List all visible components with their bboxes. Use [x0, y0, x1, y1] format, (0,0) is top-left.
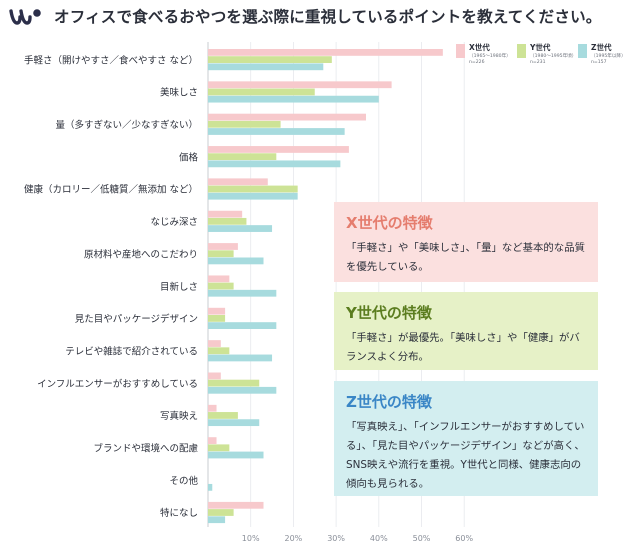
- bar-z-gen: [208, 289, 277, 297]
- bar-x-gen: [208, 243, 238, 250]
- bar-z-gen: [208, 451, 264, 459]
- legend-label: Z世代: [591, 42, 612, 52]
- legend-sample-size: n=226: [469, 59, 485, 65]
- category-label: 量（多すぎない／少なすぎない）: [55, 119, 198, 131]
- bar-z-gen: [208, 63, 324, 71]
- legend-swatch-y: [517, 44, 526, 58]
- title-bar: オフィスで食べるおやつを選ぶ際に重視しているポイントを教えてください。: [0, 0, 640, 34]
- bar-x-gen: [208, 49, 443, 56]
- bar-y-gen: [208, 56, 332, 63]
- bar-z-gen: [208, 192, 298, 200]
- bar-x-gen: [208, 275, 230, 283]
- legend-sample-size: n=157: [591, 59, 607, 65]
- legend-sublabel: （1980〜1995年頃）: [530, 52, 576, 59]
- bar-x-gen: [208, 210, 243, 218]
- bar-y-gen: [208, 217, 247, 225]
- y-gen-card-body: 「手軽さ」が最優先。「美味しさ」や「健康」がバランスよく分布。: [346, 332, 580, 363]
- category-label: 特になし: [160, 507, 198, 519]
- category-label: なじみ深さ: [150, 217, 198, 228]
- bar-z-gen: [208, 322, 277, 329]
- bar-x-gen: [208, 178, 268, 186]
- bar-x-gen: [208, 372, 221, 380]
- category-label: その他: [169, 475, 198, 487]
- x-gen-card: X世代の特徴 「手軽さ」や「美味しさ」、「量」など基本的な品質を優先している。: [334, 202, 598, 282]
- bar-y-gen: [208, 153, 277, 161]
- bar-y-gen: [208, 509, 234, 516]
- z-gen-card: Z世代の特徴 「写真映え」、「インフルエンサーがおすすめしている」、「見た目やパ…: [334, 381, 598, 496]
- x-tick-label: 50%: [413, 534, 431, 543]
- bar-z-gen: [208, 516, 226, 524]
- x-tick-label: 30%: [327, 534, 345, 543]
- bar-y-gen: [208, 185, 298, 193]
- category-label: インフルエンサーがおすすめしている: [37, 378, 198, 390]
- bar-z-gen: [208, 160, 341, 168]
- x-tick-label: 10%: [242, 534, 260, 543]
- bar-z-gen: [208, 128, 345, 135]
- category-label: テレビや雑誌で紹介されている: [65, 345, 198, 357]
- legend-sublabel: （1995年以降）: [591, 52, 626, 59]
- legend-sample-size: n=231: [530, 59, 546, 65]
- category-label: ブランドや環境への配慮: [93, 443, 198, 455]
- bar-y-gen: [208, 412, 238, 419]
- page-title: オフィスで食べるおやつを選ぶ際に重視しているポイントを教えてください。: [54, 8, 602, 26]
- bar-y-gen: [208, 379, 260, 387]
- category-label: 美味しさ: [160, 87, 198, 99]
- bar-x-gen: [208, 307, 226, 315]
- bar-x-gen: [208, 146, 349, 153]
- bar-z-gen: [208, 225, 273, 232]
- category-label: 目新しさ: [160, 281, 198, 293]
- x-gen-card-heading: X世代の特徴: [346, 214, 433, 232]
- bar-z-gen: [208, 419, 260, 427]
- bar-x-gen: [208, 340, 221, 347]
- bar-y-gen: [208, 444, 230, 452]
- bar-x-gen: [208, 81, 392, 89]
- bar-z-gen: [208, 354, 273, 362]
- legend-swatch-x: [456, 44, 465, 58]
- bar-x-gen: [208, 113, 366, 121]
- legend-label: X世代: [469, 42, 490, 52]
- x-tick-label: 60%: [455, 534, 473, 543]
- bar-x-gen: [208, 501, 264, 509]
- x-gen-card-body: 「手軽さ」や「美味しさ」、「量」など基本的な品質を優先している。: [346, 242, 585, 273]
- legend-sublabel: （1965〜1980年）: [469, 52, 511, 59]
- category-label: 価格: [179, 151, 199, 163]
- bar-z-gen: [208, 483, 213, 491]
- y-gen-card: Y世代の特徴 「手軽さ」が最優先。「美味しさ」や「健康」がバランスよく分布。: [334, 292, 598, 370]
- bar-y-gen: [208, 347, 230, 355]
- z-gen-card-body: 「写真映え」、「インフルエンサーがおすすめしている」、「見た目やパッケージデザイ…: [346, 421, 585, 490]
- x-tick-label: 20%: [285, 534, 303, 543]
- brand-logo-icon: [9, 9, 41, 25]
- bar-y-gen: [208, 88, 315, 96]
- category-label: 手軽さ（開けやすさ／食べやすさ など）: [24, 54, 198, 66]
- bar-x-gen: [208, 437, 217, 444]
- x-axis-ticks: 10% 20% 30% 40% 50% 60%: [242, 534, 474, 543]
- bar-y-gen: [208, 282, 234, 290]
- legend: X世代（1965〜1980年）n=226 Y世代（1980〜1995年頃）n=23…: [456, 42, 626, 65]
- bar-z-gen: [208, 386, 277, 394]
- bar-z-gen: [208, 257, 264, 265]
- legend-label: Y世代: [529, 42, 551, 52]
- legend-swatch-z: [578, 44, 587, 58]
- bar-y-gen: [208, 315, 226, 322]
- category-label: 健康（カロリー／低糖質／無添加 など）: [24, 184, 198, 196]
- bar-x-gen: [208, 404, 217, 412]
- y-gen-card-heading: Y世代の特徴: [346, 304, 432, 322]
- bar-z-gen: [208, 95, 379, 103]
- bars: [208, 49, 443, 524]
- category-label: 写真映え: [160, 410, 198, 422]
- category-label: 原材料や産地へのこだわり: [84, 248, 198, 260]
- x-tick-label: 40%: [370, 534, 388, 543]
- bar-y-gen: [208, 250, 234, 258]
- bar-y-gen: [208, 120, 281, 128]
- category-label: 見た目やパッケージデザイン: [75, 313, 198, 325]
- z-gen-card-heading: Z世代の特徴: [346, 393, 432, 411]
